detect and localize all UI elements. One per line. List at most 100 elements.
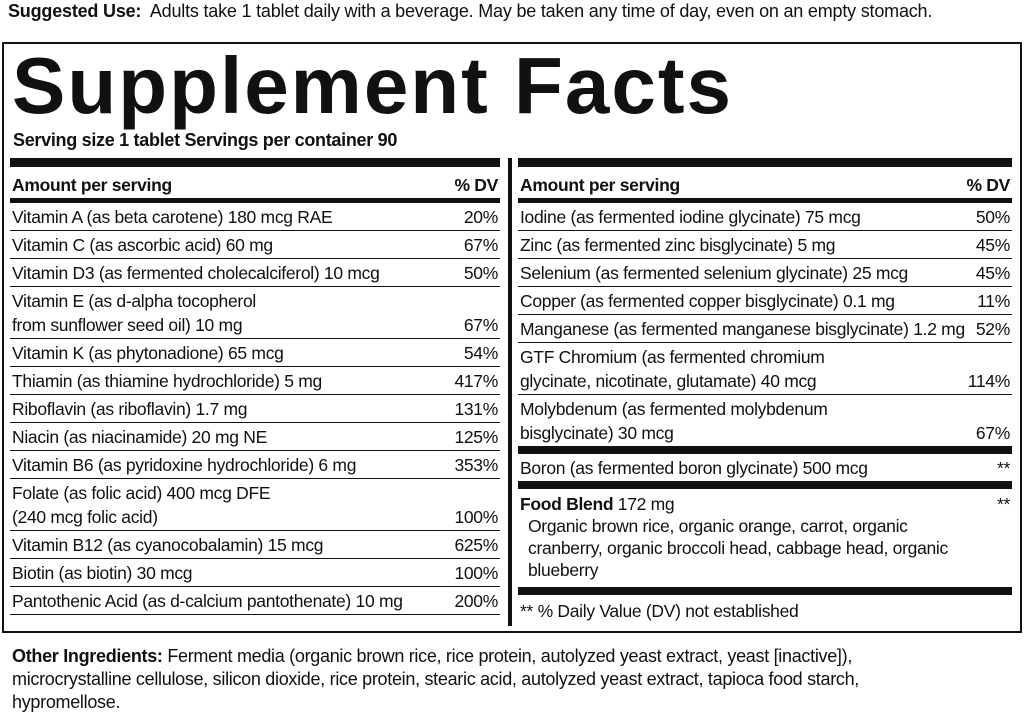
header-amount: Amount per serving — [520, 175, 680, 195]
nutrient-name: Vitamin E (as d-alpha tocopherol from sun… — [12, 289, 256, 337]
header-row: Amount per serving % DV — [518, 167, 1012, 203]
food-blend-head: Food Blend 172 mg ** — [520, 493, 1010, 515]
nutrient-dv: 50% — [975, 207, 1010, 227]
food-blend-amount: 172 mg — [617, 494, 675, 514]
nutrient-name: Vitamin K (as phytonadione) 65 mcg — [12, 341, 284, 365]
column-divider — [508, 158, 512, 626]
nutrient-name: Boron (as fermented boron glycinate) 500… — [520, 458, 868, 478]
name-line: Vitamin A (as beta carotene) 180 mcg RAE — [12, 207, 333, 227]
nutrient-dv: 353% — [454, 455, 498, 475]
nutrient-dv: 50% — [463, 263, 498, 283]
nutrient-name: Iodine (as fermented iodine glycinate) 7… — [520, 205, 861, 229]
suggested-use-label: Suggested Use: — [8, 1, 142, 21]
name-line: Vitamin B6 (as pyridoxine hydrochloride)… — [12, 455, 357, 475]
food-blend: Food Blend 172 mg ** Organic brown rice, o… — [518, 489, 1012, 595]
name-line: Niacin (as niacinamide) 20 mg NE — [12, 427, 267, 447]
name-line: Molybdenum (as fermented molybdenum — [520, 399, 828, 419]
name-line: Copper (as fermented copper bisglycinate… — [520, 291, 895, 311]
name-line: Folate (as folic acid) 400 mcg DFE — [12, 483, 271, 503]
nutrient-dv: 100% — [454, 563, 498, 583]
other-ingredients: Other Ingredients: Ferment media (organi… — [12, 645, 859, 714]
nutrient-row: Zinc (as fermented zinc bisglycinate) 5 … — [518, 231, 1012, 259]
left-column: Amount per serving % DV Vitamin A (as beta… — [10, 158, 500, 615]
nutrient-row: Riboflavin (as riboflavin) 1.7 mg 131% — [10, 395, 500, 423]
description-line: Organic brown rice, organic orange, carr… — [528, 516, 908, 536]
nutrient-name: Vitamin C (as ascorbic acid) 60 mg — [12, 233, 273, 257]
right-column: Amount per serving % DV Iodine (as ferment… — [518, 158, 1012, 627]
boron-row: Boron (as fermented boron glycinate) 500… — [518, 454, 1012, 489]
nutrient-dv: 100% — [454, 507, 498, 527]
other-text-line: hypromellose. — [12, 692, 121, 712]
nutrient-name: Thiamin (as thiamine hydrochloride) 5 mg — [12, 369, 322, 393]
nutrient-dv: 200% — [454, 591, 498, 611]
nutrient-name: Vitamin A (as beta carotene) 180 mcg RAE — [12, 205, 333, 229]
name-line: Zinc (as fermented zinc bisglycinate) 5 … — [520, 235, 836, 255]
nutrient-name: Copper (as fermented copper bisglycinate… — [520, 289, 895, 313]
nutrient-dv: 67% — [463, 315, 498, 335]
food-blend-label: Food Blend — [520, 494, 614, 514]
description-line: blueberry — [528, 560, 599, 580]
name-line: Biotin (as biotin) 30 mcg — [12, 563, 193, 583]
name-line: glycinate, nicotinate, glutamate) 40 mcg — [520, 371, 817, 391]
serving: Serving size 1 tablet Servings per conta… — [13, 130, 398, 150]
nutrient-row: GTF Chromium (as fermented chromium glyci… — [518, 343, 1012, 395]
description-line: cranberry, organic broccoli head, cabbag… — [528, 538, 948, 558]
nutrient-row: Vitamin B6 (as pyridoxine hydrochloride)… — [10, 451, 500, 479]
header-amount: Amount per serving — [12, 175, 172, 195]
nutrient-dv: 125% — [454, 427, 498, 447]
nutrient-dv: 20% — [463, 207, 498, 227]
nutrient-row: Vitamin A (as beta carotene) 180 mcg RAE… — [10, 203, 500, 231]
nutrient-name: Molybdenum (as fermented molybdenum bisgl… — [520, 397, 828, 445]
name-line: Selenium (as fermented selenium glycinat… — [520, 263, 908, 283]
nutrient-row: Vitamin C (as ascorbic acid) 60 mg 67% — [10, 231, 500, 259]
suggested-use: Suggested Use: Adults take 1 tablet dail… — [8, 0, 932, 22]
other-text-line: microcrystalline cellulose, silicon diox… — [12, 669, 860, 689]
name-line: Riboflavin (as riboflavin) 1.7 mg — [12, 399, 248, 419]
nutrient-name: Selenium (as fermented selenium glycinat… — [520, 261, 908, 285]
nutrient-dv: 45% — [975, 263, 1010, 283]
header-row: Amount per serving % DV — [10, 167, 500, 203]
nutrient-row: Iodine (as fermented iodine glycinate) 7… — [518, 203, 1012, 231]
nutrient-name: Riboflavin (as riboflavin) 1.7 mg — [12, 397, 248, 421]
nutrient-dv: 114% — [967, 371, 1011, 391]
nutrient-name: Vitamin B12 (as cyanocobalamin) 15 mcg — [12, 533, 324, 557]
nutrient-dv: 11% — [977, 291, 1010, 311]
nutrient-name: Biotin (as biotin) 30 mcg — [12, 561, 193, 585]
name-line: Vitamin K (as phytonadione) 65 mcg — [12, 343, 284, 363]
nutrient-row: Molybdenum (as fermented molybdenum bisgl… — [518, 395, 1012, 454]
facts-box — [2, 42, 1022, 633]
food-blend-description: Organic brown rice, organic orange, carr… — [520, 515, 1010, 581]
name-line: Vitamin C (as ascorbic acid) 60 mg — [12, 235, 273, 255]
nutrient-dv: ** — [996, 458, 1010, 478]
nutrient-row: Copper (as fermented copper bisglycinate… — [518, 287, 1012, 315]
nutrient-name: Manganese (as fermented manganese bisgly… — [520, 317, 965, 341]
food-blend-title: Food Blend 172 mg — [520, 493, 675, 515]
suggested-use-text: Adults take 1 tablet daily with a bevera… — [149, 1, 933, 21]
nutrient-dv: 45% — [975, 235, 1010, 255]
nutrient-dv: 625% — [454, 535, 498, 555]
nutrient-dv: 54% — [463, 343, 498, 363]
nutrient-row: Vitamin B12 (as cyanocobalamin) 15 mcg 62… — [10, 531, 500, 559]
name-line: from sunflower seed oil) 10 mg — [12, 315, 243, 335]
name-line: Manganese (as fermented manganese bisgly… — [520, 319, 965, 339]
nutrient-row: Pantothenic Acid (as d-calcium pantothen… — [10, 587, 500, 615]
name-line: (240 mcg folic acid) — [12, 507, 158, 527]
nutrient-name: Vitamin B6 (as pyridoxine hydrochloride)… — [12, 453, 356, 477]
nutrient-row: Vitamin D3 (as fermented cholecalciferol… — [10, 259, 500, 287]
nutrient-name: Pantothenic Acid (as d-calcium pantothen… — [12, 589, 403, 613]
nutrient-name: Niacin (as niacinamide) 20 mg NE — [12, 425, 267, 449]
nutrient-name: Zinc (as fermented zinc bisglycinate) 5 … — [520, 233, 835, 257]
nutrient-row: Vitamin K (as phytonadione) 65 mcg 54% — [10, 339, 500, 367]
name-line: GTF Chromium (as fermented chromium — [520, 347, 825, 367]
name-line: bisglycinate) 30 mcg — [520, 423, 674, 443]
nutrient-dv: 417% — [454, 371, 498, 391]
footnote: ** % Daily Value (DV) not established — [520, 601, 799, 621]
nutrient-name: Folate (as folic acid) 400 mcg DFE (240 m… — [12, 481, 271, 529]
nutrient-row: Selenium (as fermented selenium glycinat… — [518, 259, 1012, 287]
name-line: Vitamin D3 (as fermented cholecalciferol… — [12, 263, 380, 283]
nutrient-name: GTF Chromium (as fermented chromium glyci… — [520, 345, 825, 393]
nutrient-row: Biotin (as biotin) 30 mcg 100% — [10, 559, 500, 587]
nutrient-dv: 67% — [975, 423, 1010, 443]
nutrient-dv: 131% — [454, 399, 498, 419]
